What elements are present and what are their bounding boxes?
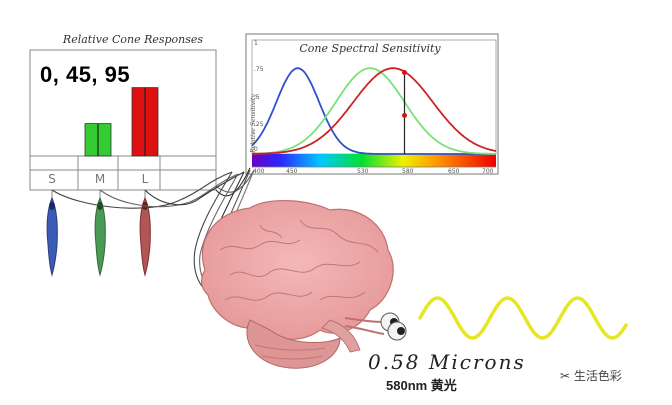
curve-s [251,67,496,155]
x-tick: 400 [253,168,265,175]
curve-l [252,67,497,155]
x-tick: 530 [357,168,369,175]
sensitivity-curves [251,67,497,155]
cone-label-l: L [141,172,149,186]
response-panel [29,49,217,198]
spectral-panel-title: Cone Spectral Sensitivity [299,42,441,55]
x-tick: 450 [286,168,298,175]
cone-label-m: M [94,172,106,186]
wavelength-microns-label: 0.58 Microns [368,350,526,374]
eye-illustration [344,312,407,341]
x-tick: 650 [448,168,460,175]
cone-cell-l [139,196,151,277]
brain-illustration [201,200,394,369]
curve-m [251,67,496,155]
cone-cell-s [46,196,58,277]
y-tick: .5 [254,94,260,101]
response-bars [84,87,159,157]
response-panel-title: Relative Cone Responses [62,33,204,46]
wavelength-nm-label: 580nm 黄光 [386,378,457,393]
cone-label-s: S [48,172,56,186]
marker-dot [402,112,407,118]
x-tick: 580 [402,168,414,175]
x-tick: 700 [482,168,494,175]
marker-dot [402,69,407,75]
watermark: ✂ 生活色彩 [560,369,622,383]
response-values: 0, 45, 95 [40,62,131,87]
y-tick: .75 [254,66,264,73]
y-tick: .25 [254,121,264,128]
y-tick: 0 [254,146,258,153]
cone-cell-m [94,196,106,277]
light-wave [418,296,628,340]
y-tick: 1 [254,40,258,47]
